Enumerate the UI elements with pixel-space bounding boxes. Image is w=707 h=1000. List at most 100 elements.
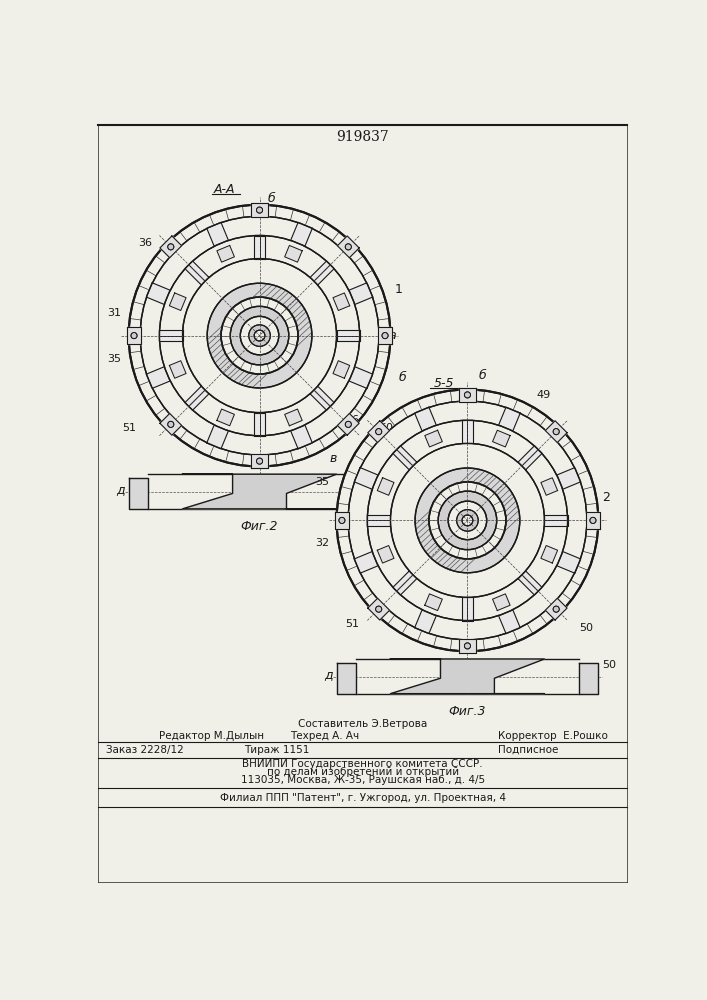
Polygon shape [586,512,600,529]
Text: 49: 49 [537,390,551,400]
Circle shape [464,643,471,649]
Polygon shape [337,330,360,341]
Text: в: в [329,452,337,465]
Polygon shape [185,386,209,410]
Circle shape [140,216,379,455]
Text: по делам изобретений и открытий: по делам изобретений и открытий [267,767,459,777]
Text: A-A: A-A [214,183,235,196]
Circle shape [382,333,388,339]
Circle shape [254,330,265,341]
Text: 51: 51 [122,423,136,433]
Circle shape [168,421,174,427]
Polygon shape [354,552,378,573]
Circle shape [464,392,471,398]
Polygon shape [393,571,417,595]
Polygon shape [459,639,476,653]
Circle shape [457,510,478,531]
Polygon shape [557,468,580,489]
Text: Редактор М.Дылын: Редактор М.Дылын [160,731,264,741]
Polygon shape [285,409,302,426]
Circle shape [462,515,473,526]
Circle shape [221,297,298,374]
Polygon shape [310,261,334,285]
Text: 50: 50 [602,660,617,670]
Circle shape [375,429,382,435]
Polygon shape [310,386,334,410]
Polygon shape [518,571,542,595]
Polygon shape [146,367,170,388]
Text: Тираж 1151: Тираж 1151 [244,745,310,755]
Polygon shape [251,454,268,468]
Text: ВНИИПИ Государственного комитета СССР.: ВНИИПИ Государственного комитета СССР. [243,759,483,769]
Circle shape [375,606,382,612]
Circle shape [160,235,360,436]
Polygon shape [354,468,378,489]
Polygon shape [378,327,392,344]
Circle shape [240,316,279,355]
Polygon shape [251,203,268,217]
Polygon shape [217,409,235,426]
Circle shape [345,244,351,250]
Text: 919837: 919837 [337,130,389,144]
Circle shape [131,333,137,339]
Polygon shape [371,478,390,509]
Polygon shape [206,425,228,449]
Text: Фиг.3: Фиг.3 [449,705,486,718]
Text: 2: 2 [602,491,610,504]
Polygon shape [368,515,390,526]
Polygon shape [182,474,337,509]
Polygon shape [285,245,302,262]
Polygon shape [493,430,510,447]
Polygon shape [185,261,209,285]
Polygon shape [254,235,265,259]
Polygon shape [160,413,182,435]
Polygon shape [541,546,558,563]
Polygon shape [349,367,373,388]
Circle shape [345,421,351,427]
Circle shape [168,244,174,250]
Polygon shape [557,552,580,573]
Polygon shape [544,515,568,526]
Text: Составитель Э.Ветрова: Составитель Э.Ветрова [298,719,427,729]
Polygon shape [425,594,443,611]
Text: 35: 35 [107,354,121,364]
Text: д: д [324,668,333,681]
Text: Техред А. Ач: Техред А. Ач [291,731,359,741]
Text: a: a [389,329,397,342]
Polygon shape [425,430,443,447]
Polygon shape [462,420,473,443]
Text: д: д [116,483,125,496]
Text: 50: 50 [379,423,393,433]
Circle shape [390,443,544,597]
Polygon shape [337,663,356,694]
Polygon shape [170,293,186,310]
Polygon shape [349,283,373,304]
Polygon shape [368,421,390,443]
Circle shape [415,468,520,573]
Circle shape [230,306,288,365]
Polygon shape [337,413,359,435]
Circle shape [438,491,497,550]
Polygon shape [493,594,510,611]
Polygon shape [170,361,186,378]
Text: 5-5: 5-5 [434,377,455,390]
Text: 113035, Москва, Ж-35, Раушская наб., д. 4/5: 113035, Москва, Ж-35, Раушская наб., д. … [240,775,485,785]
Polygon shape [337,236,359,258]
Circle shape [182,259,337,413]
Circle shape [257,207,262,213]
Text: 50: 50 [579,623,593,633]
Polygon shape [160,330,182,341]
Polygon shape [390,659,544,694]
Text: 35: 35 [315,477,329,487]
Polygon shape [146,283,170,304]
Text: Фиг.2: Фиг.2 [241,520,279,533]
Polygon shape [333,293,350,310]
Text: б: б [479,369,486,382]
Polygon shape [459,388,476,402]
Circle shape [368,420,568,620]
Circle shape [337,389,598,651]
Polygon shape [291,425,312,449]
Text: Подписное: Подписное [498,745,559,755]
Polygon shape [414,610,436,634]
Polygon shape [545,598,567,620]
